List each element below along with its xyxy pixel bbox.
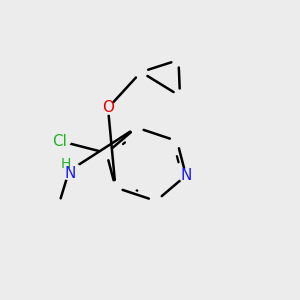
Text: N: N [65,167,76,182]
Ellipse shape [178,169,194,181]
Text: N: N [180,168,192,183]
Text: O: O [102,100,114,116]
Text: Cl: Cl [52,134,68,148]
Ellipse shape [56,163,82,179]
Ellipse shape [50,134,70,148]
Text: H: H [60,158,70,171]
Ellipse shape [101,102,115,114]
